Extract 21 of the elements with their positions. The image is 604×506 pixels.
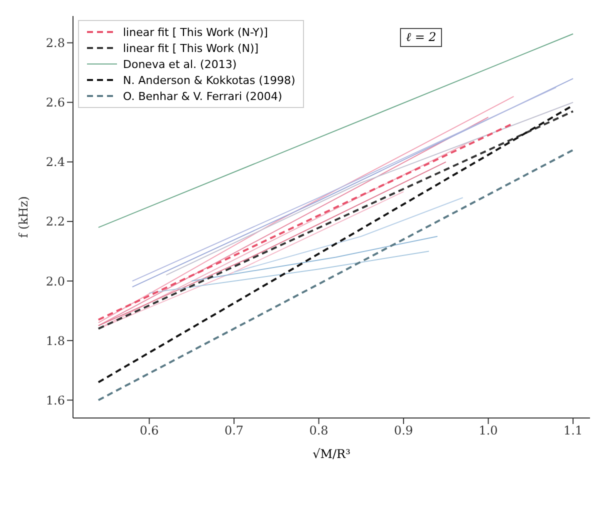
y-tick-label: 2.2 bbox=[46, 214, 65, 229]
x-tick-label: 0.9 bbox=[394, 424, 414, 438]
legend-label: O. Benhar & V. Ferrari (2004) bbox=[123, 90, 282, 102]
y-tick-label: 2.8 bbox=[46, 36, 65, 50]
y-tick-label: 2.6 bbox=[46, 96, 65, 110]
annotation: ℓ = 2 bbox=[400, 28, 442, 47]
legend-label: linear fit [ This Work (N)] bbox=[123, 42, 259, 54]
legend-label: linear fit [ This Work (N-Y)] bbox=[123, 26, 268, 38]
x-tick-label: 0.7 bbox=[224, 424, 244, 438]
y-tick-label: 1.8 bbox=[46, 334, 65, 348]
x-tick-label: 1.0 bbox=[478, 424, 498, 438]
y-axis-title: f (kHz) bbox=[16, 196, 30, 238]
y-tick-label: 2.0 bbox=[46, 274, 65, 288]
x-tick-label: 1.1 bbox=[564, 424, 583, 438]
x-tick-label: 0.8 bbox=[309, 424, 328, 438]
x-axis-title: √M/R³ bbox=[312, 447, 351, 461]
legend-label: N. Anderson & Kokkotas (1998) bbox=[123, 74, 296, 86]
y-tick-label: 1.6 bbox=[46, 393, 65, 408]
y-tick-label: 2.4 bbox=[46, 155, 66, 170]
legend-label: Doneva et al. (2013) bbox=[123, 58, 237, 70]
x-tick-label: 0.6 bbox=[140, 424, 159, 438]
